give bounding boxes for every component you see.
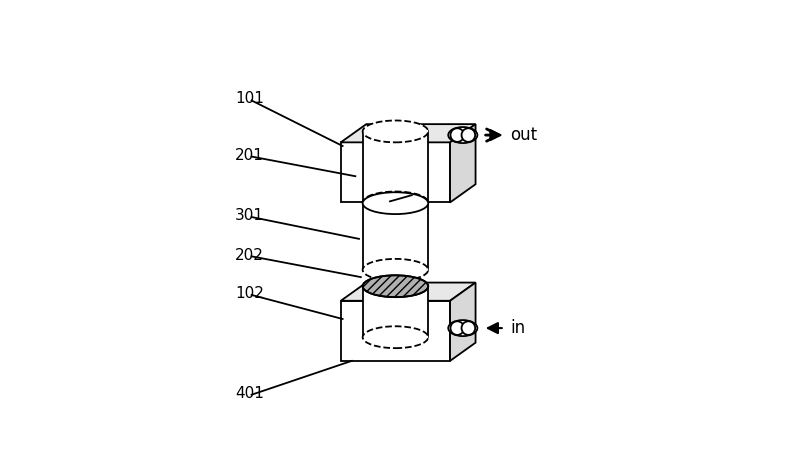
Text: 201: 201 bbox=[235, 148, 264, 163]
Text: in: in bbox=[510, 319, 526, 337]
Text: out: out bbox=[510, 126, 538, 144]
Polygon shape bbox=[341, 282, 475, 301]
Polygon shape bbox=[362, 286, 428, 337]
Ellipse shape bbox=[362, 192, 428, 213]
Ellipse shape bbox=[362, 275, 428, 297]
Text: 202: 202 bbox=[235, 248, 264, 263]
Text: 101: 101 bbox=[235, 91, 264, 106]
Ellipse shape bbox=[362, 259, 428, 281]
Text: 301: 301 bbox=[235, 208, 264, 223]
Ellipse shape bbox=[362, 121, 428, 142]
Ellipse shape bbox=[362, 192, 428, 214]
Polygon shape bbox=[341, 124, 475, 142]
Ellipse shape bbox=[450, 128, 464, 142]
Ellipse shape bbox=[448, 127, 478, 143]
Polygon shape bbox=[450, 282, 475, 361]
Ellipse shape bbox=[448, 320, 478, 336]
Polygon shape bbox=[362, 203, 428, 270]
Ellipse shape bbox=[450, 321, 464, 335]
Ellipse shape bbox=[462, 321, 475, 335]
Polygon shape bbox=[450, 124, 475, 202]
Text: 401: 401 bbox=[235, 386, 264, 401]
Ellipse shape bbox=[362, 326, 428, 348]
Ellipse shape bbox=[462, 128, 475, 142]
Polygon shape bbox=[362, 131, 428, 202]
Text: 102: 102 bbox=[235, 286, 264, 301]
